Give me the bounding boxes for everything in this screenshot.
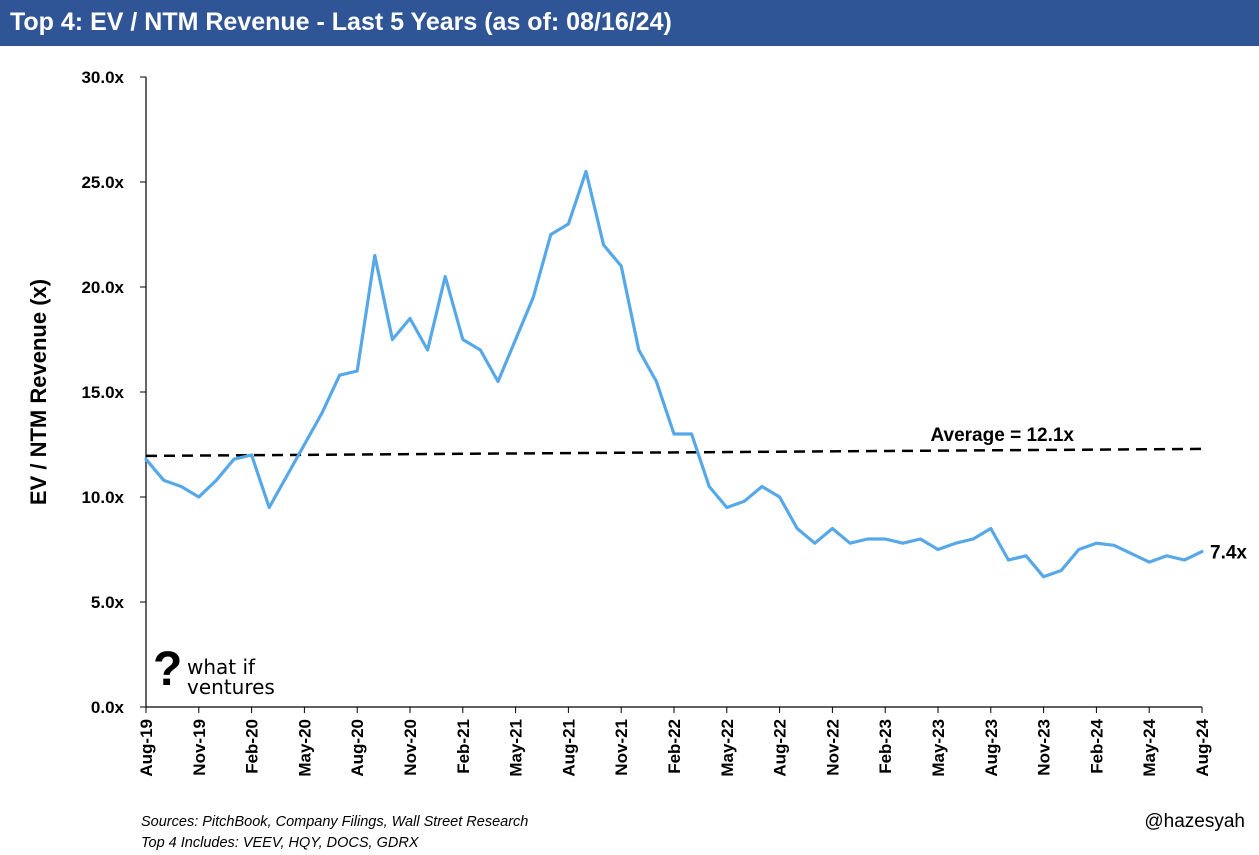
sources-note: Sources: PitchBook, Company Filings, Wal… <box>141 814 529 830</box>
average-label: Average = 12.1x <box>931 425 1075 446</box>
x-tick-label: Nov-23 <box>1035 719 1054 776</box>
y-tick-label: 10.0x <box>81 488 124 507</box>
x-tick-label: May-22 <box>718 719 737 777</box>
x-tick-label: Feb-24 <box>1087 718 1106 773</box>
includes-note: Top 4 Includes: VEEV, HQY, DOCS, GDRX <box>141 835 419 851</box>
x-tick-label: Feb-20 <box>243 719 262 774</box>
logo-question-mark: ? <box>153 643 183 696</box>
x-tick-label: Aug-19 <box>137 719 156 777</box>
y-tick-label: 5.0x <box>91 593 125 612</box>
x-tick-label: May-21 <box>507 719 526 777</box>
x-tick-label: Feb-21 <box>454 719 473 774</box>
x-tick-label: Aug-21 <box>559 719 578 777</box>
x-tick-label: Feb-23 <box>876 719 895 774</box>
x-tick-label: Nov-21 <box>612 719 631 776</box>
x-tick-label: Aug-20 <box>348 719 367 777</box>
series-line <box>144 169 1204 579</box>
y-tick-label: 20.0x <box>81 278 124 297</box>
y-tick-label: 25.0x <box>81 173 124 192</box>
average-line <box>145 447 1203 458</box>
x-tick-label: Feb-22 <box>665 719 684 774</box>
x-tick-label: Nov-22 <box>823 719 842 776</box>
x-tick-label: Nov-20 <box>401 719 420 776</box>
logo-line-1: what if <box>187 655 256 679</box>
logo-line-2: ventures <box>187 675 275 699</box>
y-tick-label: 0.0x <box>91 698 125 717</box>
x-tick-label: Nov-19 <box>190 719 209 776</box>
x-tick-label: May-23 <box>929 719 948 777</box>
title-bar: Top 4: EV / NTM Revenue - Last 5 Years (… <box>0 0 1259 46</box>
x-tick-label: May-20 <box>295 719 314 777</box>
chart-title: Top 4: EV / NTM Revenue - Last 5 Years (… <box>10 8 672 36</box>
x-tick-label: Aug-23 <box>982 719 1001 777</box>
end-value-label: 7.4x <box>1210 543 1247 564</box>
author-handle: @hazesyah <box>1144 811 1245 832</box>
y-axis-label: EV / NTM Revenue (x) <box>26 279 51 505</box>
y-tick-label: 15.0x <box>81 383 124 402</box>
y-tick-label: 30.0x <box>81 68 124 87</box>
x-tick-label: Aug-22 <box>771 719 790 777</box>
x-tick-label: May-24 <box>1140 718 1159 776</box>
x-tick-label: Aug-24 <box>1193 718 1212 776</box>
